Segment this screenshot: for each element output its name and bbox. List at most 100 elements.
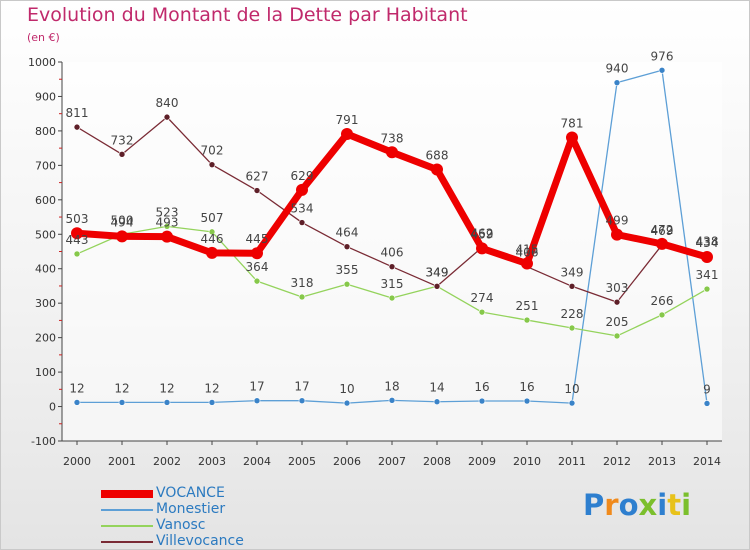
data-point-vanosc xyxy=(298,293,306,301)
data-label-vanosc: 315 xyxy=(381,277,404,291)
data-point-vanosc xyxy=(208,228,216,236)
proxiti-logo: Proxiti xyxy=(583,488,692,522)
data-point-villevocance xyxy=(433,282,441,290)
legend-swatch xyxy=(101,541,153,543)
unit-label: (en €) xyxy=(27,31,60,44)
data-label-monestier: 14 xyxy=(429,381,444,395)
data-point-vanosc xyxy=(658,311,666,319)
data-label-monestier: 17 xyxy=(294,380,309,394)
data-point-monestier xyxy=(523,397,531,405)
data-label-vocance: 445 xyxy=(246,232,269,246)
x-tick-label: 2007 xyxy=(378,455,406,468)
data-point-vanosc xyxy=(478,308,486,316)
x-tick-label: 2002 xyxy=(153,455,181,468)
data-label-villevocance: 349 xyxy=(426,265,449,279)
x-tick-label: 2012 xyxy=(603,455,631,468)
data-point-vanosc xyxy=(163,223,171,230)
data-point-vocance xyxy=(386,146,398,159)
data-label-vocance: 415 xyxy=(516,243,539,257)
data-point-vanosc xyxy=(703,285,711,293)
data-point-vanosc xyxy=(568,324,576,332)
data-point-vocance xyxy=(701,251,713,264)
data-label-villevocance: 438 xyxy=(696,235,719,249)
data-label-villevocance: 840 xyxy=(156,96,179,110)
data-point-vocance xyxy=(296,183,308,196)
legend-swatch xyxy=(101,490,153,498)
data-label-monestier: 18 xyxy=(384,379,399,393)
legend-swatch xyxy=(101,525,153,527)
data-point-vocance xyxy=(161,230,173,243)
data-label-monestier: 9 xyxy=(703,382,711,396)
y-tick-label: 400 xyxy=(35,263,56,276)
data-label-vocance: 781 xyxy=(561,116,584,130)
legend-label: VOCANCE xyxy=(156,485,225,501)
x-tick-label: 2004 xyxy=(243,455,271,468)
data-point-vocance xyxy=(656,237,668,250)
legend-label: Monestier xyxy=(156,501,226,517)
data-point-monestier xyxy=(343,399,351,407)
data-point-monestier xyxy=(118,399,126,406)
data-point-villevocance xyxy=(388,263,396,270)
data-label-vocance: 459 xyxy=(471,227,494,241)
data-label-vocance: 629 xyxy=(291,169,314,183)
data-label-monestier: 976 xyxy=(651,49,674,63)
data-label-villevocance: 406 xyxy=(381,246,404,260)
data-label-vocance: 494 xyxy=(111,215,134,229)
data-label-vanosc: 228 xyxy=(561,307,584,321)
data-label-monestier: 12 xyxy=(69,381,84,395)
data-point-monestier xyxy=(703,400,711,407)
data-label-villevocance: 627 xyxy=(246,170,269,184)
data-label-monestier: 12 xyxy=(114,381,129,395)
y-tick-label: 500 xyxy=(35,228,56,241)
data-point-vanosc xyxy=(613,332,621,340)
x-tick-label: 2006 xyxy=(333,455,361,468)
data-point-vocance xyxy=(611,228,623,241)
data-label-villevocance: 349 xyxy=(561,265,584,279)
data-label-villevocance: 303 xyxy=(606,281,629,295)
plot-area xyxy=(62,62,722,441)
y-tick-label: 200 xyxy=(35,332,56,345)
y-tick-label: 0 xyxy=(49,401,56,414)
data-label-villevocance: 462 xyxy=(471,226,494,240)
data-point-monestier xyxy=(478,397,486,405)
data-label-vanosc: 251 xyxy=(516,299,539,313)
y-tick-label: 100 xyxy=(35,366,56,379)
data-point-vocance xyxy=(476,242,488,255)
y-tick-label: 700 xyxy=(35,159,56,172)
data-label-vanosc: 355 xyxy=(336,263,359,277)
x-tick-label: 2008 xyxy=(423,455,451,468)
data-point-vanosc xyxy=(343,280,351,288)
data-label-vocance: 688 xyxy=(426,148,449,162)
data-label-vocance: 472 xyxy=(651,223,674,237)
data-point-vocance xyxy=(251,247,263,260)
x-tick-label: 2011 xyxy=(558,455,586,468)
data-label-vanosc: 341 xyxy=(696,268,719,282)
data-point-monestier xyxy=(163,399,171,406)
legend-swatch xyxy=(101,509,153,511)
x-tick-label: 2009 xyxy=(468,455,496,468)
data-label-vocance: 493 xyxy=(156,216,179,230)
data-point-monestier xyxy=(73,399,81,406)
data-label-vanosc: 349 xyxy=(426,265,449,279)
data-point-monestier xyxy=(388,397,396,404)
data-label-vanosc: 507 xyxy=(201,211,224,225)
data-label-monestier: 17 xyxy=(249,380,264,394)
data-label-monestier: 10 xyxy=(339,382,354,396)
y-tick-label: -100 xyxy=(31,435,56,448)
data-point-vocance xyxy=(566,131,578,144)
data-point-monestier xyxy=(658,66,666,74)
y-tick-label: 300 xyxy=(35,297,56,310)
data-label-monestier: 12 xyxy=(204,381,219,395)
data-point-villevocance xyxy=(613,298,621,306)
y-tick-label: 1000 xyxy=(28,56,56,69)
chart-title: Evolution du Montant de la Dette par Hab… xyxy=(27,4,468,26)
data-point-villevocance xyxy=(298,219,306,226)
legend-label: Villevocance xyxy=(156,533,244,549)
data-label-vanosc: 443 xyxy=(66,233,89,247)
data-point-monestier xyxy=(253,397,261,404)
data-point-vocance xyxy=(71,227,83,240)
data-point-vanosc xyxy=(253,277,261,285)
data-point-vocance xyxy=(341,128,353,141)
x-tick-label: 2005 xyxy=(288,455,316,468)
